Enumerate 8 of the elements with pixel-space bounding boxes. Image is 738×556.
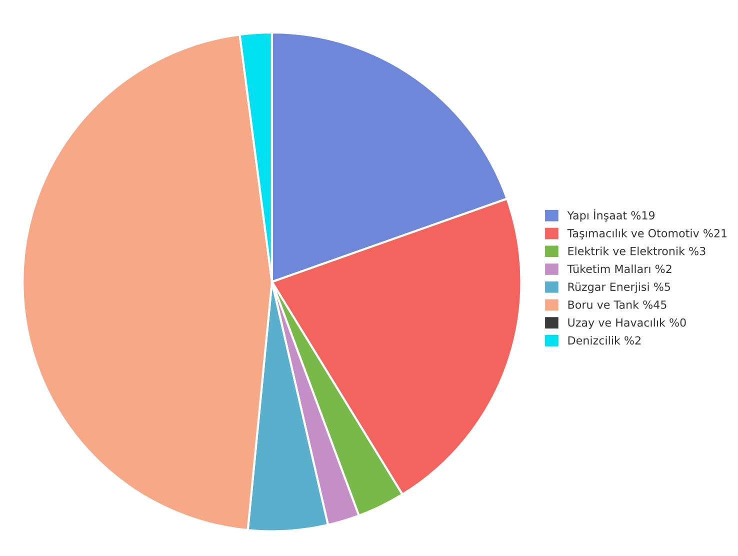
legend-label: Taşımacılık ve Otomotiv %21	[567, 228, 727, 240]
legend-label: Denizcilik %2	[568, 336, 640, 345]
legend-label: Boru ve Tank %45	[568, 300, 666, 309]
legend-label: Tüketim Malları %2	[567, 264, 672, 274]
legend-label: Uzay ve Havacılık %0	[568, 318, 686, 329]
legend-label: Rüzgar Enerjisi %5	[568, 282, 670, 294]
legend-label: Yapı İnşaat %19	[567, 209, 655, 222]
legend-label: Elektrik ve Elektronik %3	[568, 246, 706, 256]
